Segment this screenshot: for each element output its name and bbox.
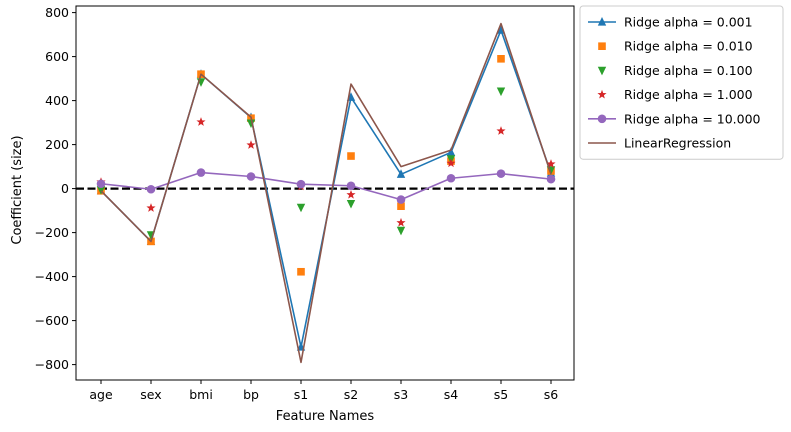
data-point-s3-sex (146, 203, 156, 212)
y-tick-label: −600 (35, 313, 69, 328)
y-tick-label: 800 (45, 5, 69, 20)
legend-label-3: Ridge alpha = 1.000 (624, 87, 753, 102)
series-line-5 (100, 22, 552, 364)
legend-label-1: Ridge alpha = 0.010 (624, 39, 753, 54)
x-tick-label: sex (140, 387, 161, 402)
data-point-s3-s6 (546, 159, 556, 168)
data-point-s4-bmi (196, 168, 206, 177)
data-point-s3-s2 (346, 189, 356, 199)
data-point-s4-s6 (546, 174, 556, 184)
data-point-s3-s4 (446, 158, 456, 168)
data-point-s3-s3 (396, 217, 406, 227)
data-point-s4-age (96, 179, 106, 189)
x-axis-label: Feature Names (276, 409, 375, 424)
x-tick-label: s4 (444, 387, 459, 402)
y-axis-label: Coefficient (size) (10, 135, 25, 244)
legend-marker-0 (597, 17, 607, 26)
legend-label-2: Ridge alpha = 0.100 (624, 63, 753, 78)
data-point-s1-s3 (397, 202, 405, 210)
y-tick-label: 400 (45, 93, 69, 108)
data-point-s4-s3 (396, 195, 406, 204)
legend-label-0: Ridge alpha = 0.001 (624, 15, 753, 30)
x-tick-label: s3 (394, 387, 408, 402)
x-tick-label: s6 (544, 387, 559, 402)
data-point-s1-s2 (347, 152, 355, 160)
data-point-s3-s5 (496, 126, 506, 135)
y-tick-label: −200 (35, 225, 69, 240)
x-tick-label: bp (243, 387, 259, 402)
data-point-s3-bmi (196, 117, 206, 126)
plot-area: −800 −600 −400 −200 0 200 400 600 800 age sex bmi bp… (35, 5, 575, 402)
x-tick-label: age (89, 387, 113, 402)
data-point-s4-sex (146, 184, 156, 194)
data-point-s0-s4 (446, 147, 456, 156)
x-tick-label: bmi (189, 387, 213, 402)
y-tick-label: 600 (45, 49, 69, 64)
data-point-s4-s5 (496, 169, 506, 178)
data-point-s4-s2 (346, 181, 356, 191)
data-point-s4-bp (246, 172, 256, 181)
plot-frame (75, 5, 575, 381)
data-point-s2-s1 (296, 203, 306, 213)
legend-marker-4 (597, 114, 607, 124)
data-point-s1-s1 (297, 267, 305, 276)
data-point-s2-s3 (396, 226, 406, 236)
data-point-s2-s2 (346, 199, 356, 209)
y-tick-label: −400 (35, 269, 69, 284)
legend-marker-1 (598, 42, 606, 50)
x-tick-label: s2 (344, 387, 358, 402)
legend-label-4: Ridge alpha = 10.000 (624, 111, 761, 126)
y-tick-label: −800 (35, 357, 69, 372)
data-point-s4-s1 (296, 179, 306, 189)
legend-marker-3 (597, 89, 607, 99)
data-point-s0-s3 (396, 169, 406, 178)
x-tick-label: s1 (294, 387, 308, 402)
data-point-s1-s5 (497, 55, 505, 63)
x-tick-label: s5 (494, 387, 508, 402)
series-line-4 (100, 171, 552, 201)
y-tick-label: 0 (61, 181, 69, 196)
data-point-s3-bp (246, 140, 256, 149)
data-point-s4-s4 (446, 173, 456, 183)
data-point-s2-s5 (496, 87, 506, 97)
y-tick-label: 200 (45, 137, 69, 152)
legend: Ridge alpha = 0.001 Ridge alpha = 0.010 Ri… (579, 5, 784, 160)
data-point-s2-bp (246, 119, 256, 129)
legend-label-5: LinearRegression (624, 136, 731, 151)
legend-marker-2 (597, 66, 607, 76)
legend-frame (579, 5, 784, 160)
data-point-s2-age (96, 186, 106, 195)
